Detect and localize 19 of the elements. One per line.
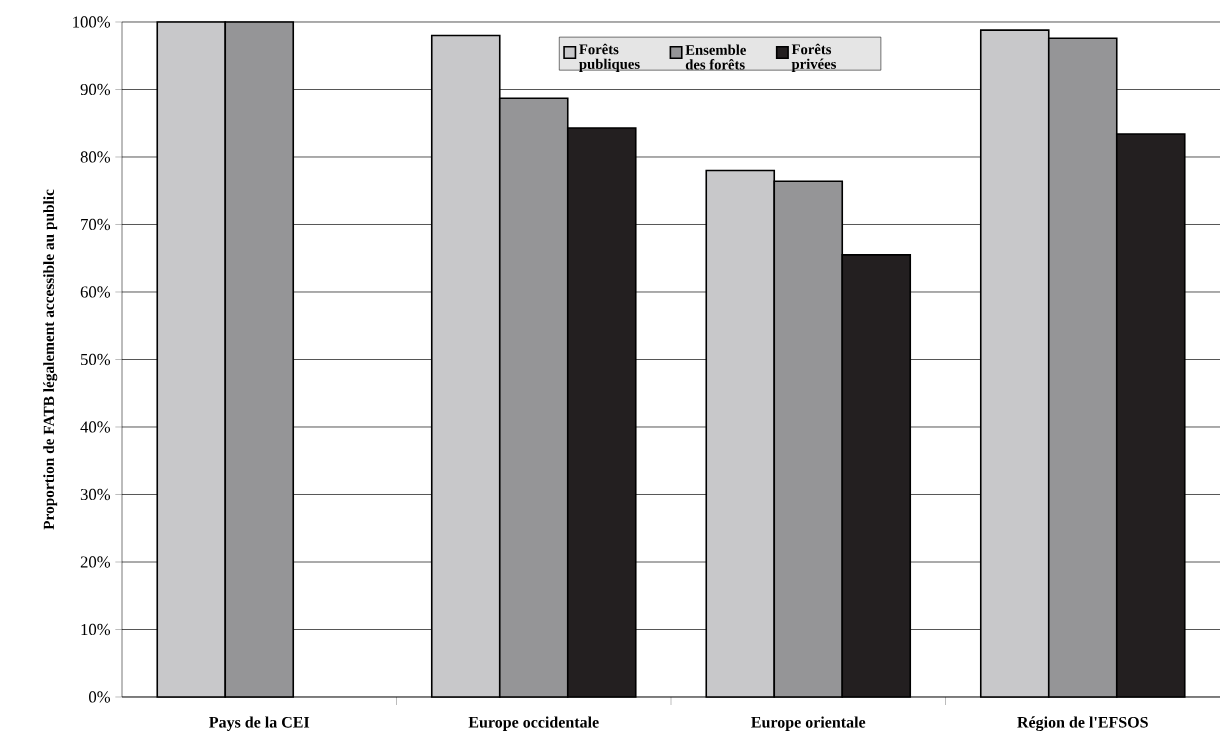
y-tick-label: 70% bbox=[81, 218, 111, 231]
x-tick-label: Europe occidentale bbox=[468, 716, 599, 731]
y-tick-label: 80% bbox=[80, 151, 111, 163]
y-tick-label: 40% bbox=[80, 421, 111, 433]
x-tick-label: Europe orientale bbox=[751, 716, 866, 731]
y-tick-label: 60% bbox=[80, 286, 111, 298]
y-tick-label: 90% bbox=[80, 83, 111, 96]
y-tick-label: 100% bbox=[73, 16, 111, 28]
y-axis-title: Proportion de FATB légalement accessible au public bbox=[43, 189, 58, 530]
legend-label: Forêts privées bbox=[791, 43, 836, 72]
x-tick-label: Pays de la CEI bbox=[209, 716, 310, 731]
y-tick-label: 30% bbox=[80, 488, 111, 501]
legend-label: Forêts publiques bbox=[579, 43, 640, 72]
y-tick-label: 20% bbox=[80, 556, 111, 568]
y-tick-label: 10% bbox=[81, 623, 111, 636]
y-tick-label: 0% bbox=[89, 691, 111, 703]
y-tick-label: 50% bbox=[81, 353, 111, 366]
x-tick-label: Région de l'EFSOS bbox=[1017, 716, 1148, 732]
legend-label: Ensemble des forêts bbox=[685, 44, 746, 70]
